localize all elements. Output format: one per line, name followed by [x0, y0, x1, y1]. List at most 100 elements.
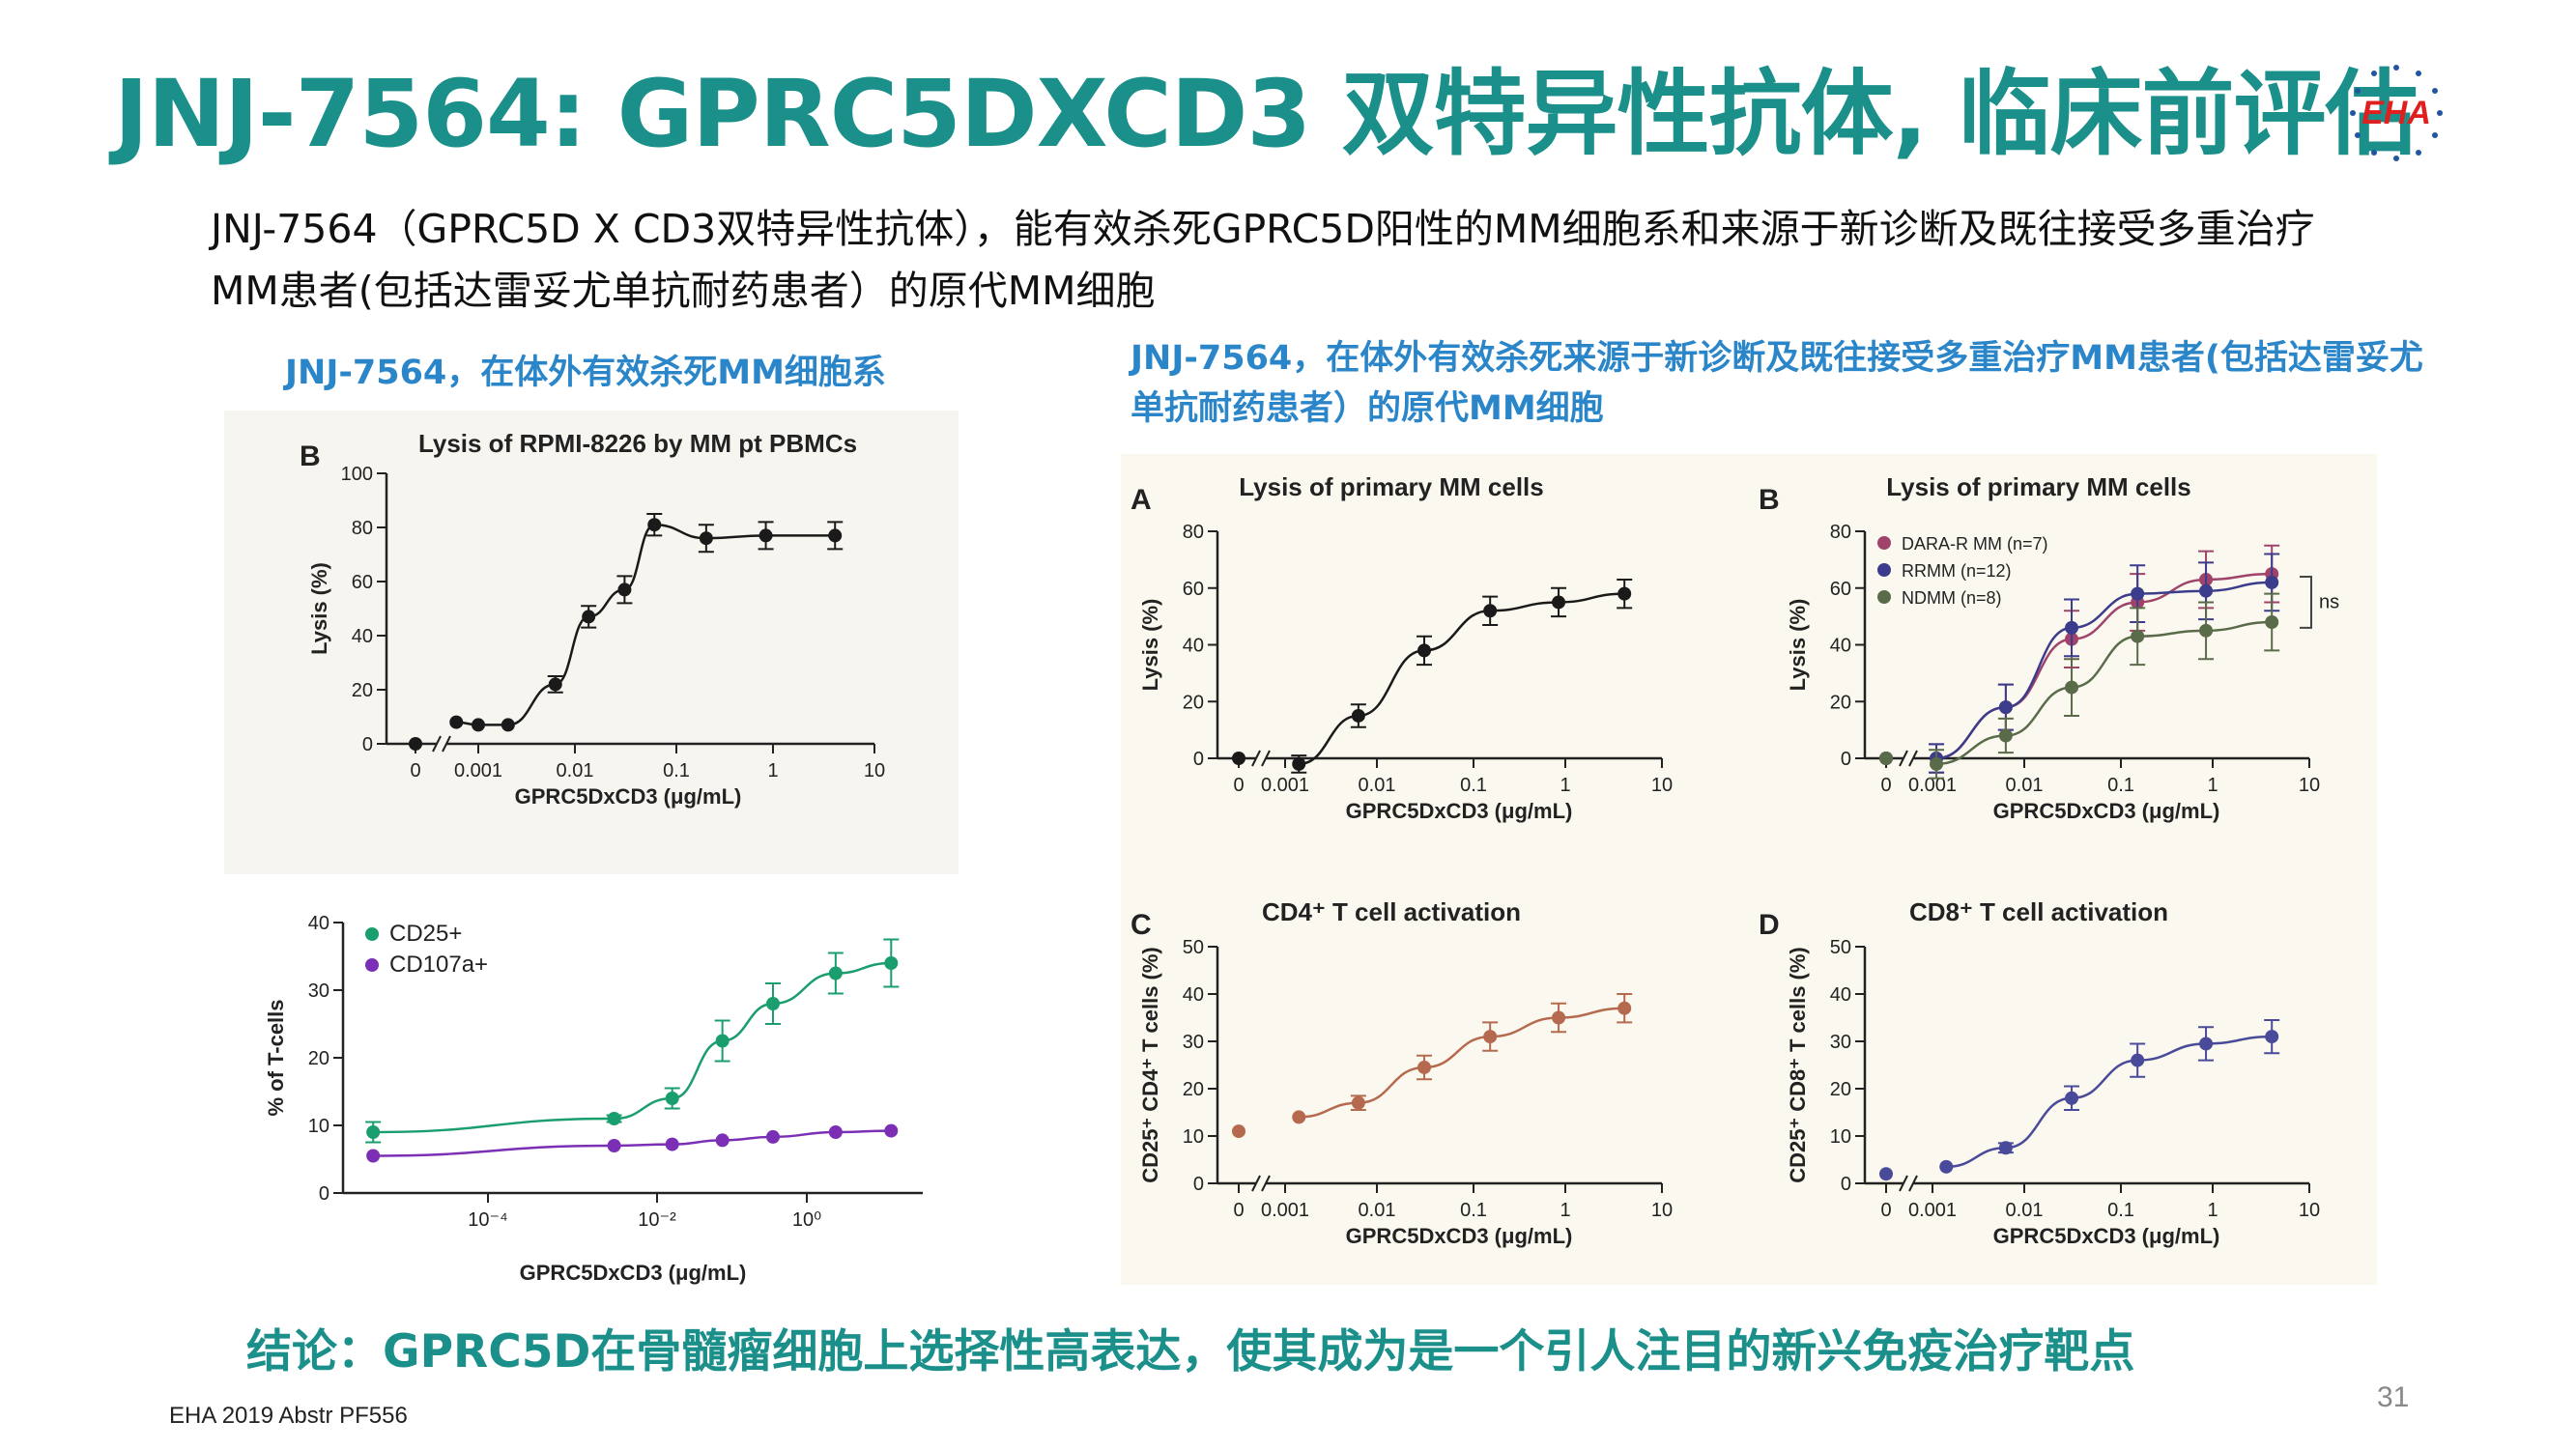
data-point — [1939, 1159, 1954, 1174]
data-point — [409, 737, 422, 751]
y-tick-label: 20 — [1830, 1079, 1851, 1100]
series-cd107a+ — [366, 1123, 899, 1163]
conclusion-text: 结论：GPRC5D在骨髓瘤细胞上选择性高表达，使其成为是一个引人注目的新兴免疫治… — [246, 1325, 2135, 1378]
data-point — [1417, 643, 1432, 658]
data-point — [472, 718, 485, 732]
intro-paragraph: JNJ-7564（GPRC5D X CD3双特异性抗体），能有效杀死GPRC5D… — [211, 206, 2315, 314]
y-tick-label: 10 — [1830, 1126, 1851, 1148]
series-cd25+ — [365, 938, 900, 1144]
data-point — [647, 518, 662, 532]
data-point — [1998, 700, 2013, 715]
data-point — [765, 1129, 780, 1144]
chart-group: A Lysis of primary MM cells 0 20 40 60 80 0 0.00… — [1131, 472, 1673, 823]
data-point — [1552, 595, 1566, 610]
series-line — [1936, 620, 2273, 766]
series-line — [1935, 581, 2273, 760]
data-point — [1483, 604, 1498, 618]
chart-title: Lysis of primary MM cells — [1239, 472, 1543, 501]
data-point — [2065, 620, 2079, 635]
eha-logo-text: EHA — [2361, 95, 2431, 131]
data-point — [1292, 1110, 1306, 1124]
axis-break-mark — [1899, 1175, 1908, 1192]
y-tick-label: 60 — [1183, 579, 1204, 600]
data-point — [1483, 1030, 1498, 1044]
x-tick-label: 10 — [1651, 775, 1673, 796]
data-point — [1292, 756, 1306, 771]
y-tick-label: 30 — [308, 980, 329, 1002]
data-point — [1552, 1010, 1566, 1025]
series-ndmm — [1879, 592, 2280, 780]
x-tick-label: 0 — [1880, 775, 1891, 796]
x-tick-label: 0.1 — [2107, 1200, 2134, 1221]
y-tick-label: 80 — [1830, 522, 1851, 543]
chart-cd8-activation: D CD8⁺ T cell activation 0 10 20 30 40 50 0 0.001… — [1759, 897, 2320, 1248]
y-axis-label: Lysis (%) — [1786, 599, 1810, 692]
y-tick-label: 60 — [1830, 579, 1851, 600]
data-point — [2199, 583, 2214, 598]
y-tick-label: 40 — [1183, 984, 1204, 1006]
y-axis-label: Lysis (%) — [307, 562, 331, 655]
x-tick-label: 0.1 — [1460, 1200, 1487, 1221]
chart-lysis-primary-a: A Lysis of primary MM cells 0 20 40 60 80 0 0.00… — [1131, 472, 1673, 823]
chart-title: CD8⁺ T cell activation — [1909, 897, 2168, 926]
chart-lysis-rpmi8226: B Lysis of RPMI-8226 by MM pt PBMCs 0 20 40 6… — [300, 429, 885, 809]
data-point — [699, 531, 713, 546]
legend-label: CD107a+ — [389, 952, 488, 978]
y-tick-label: 20 — [308, 1048, 329, 1069]
chart-title: Lysis of RPMI-8226 by MM pt PBMCs — [418, 429, 857, 458]
y-tick-label: 10 — [308, 1116, 329, 1137]
series-line — [1946, 1035, 2273, 1169]
legend-marker — [1877, 590, 1891, 604]
x-tick-label: 1 — [767, 760, 778, 781]
chart-lysis-primary-b: B Lysis of primary MM cells 0 20 40 60 80 0 0.00… — [1759, 472, 2339, 823]
series-line — [1299, 592, 1625, 766]
y-tick-label: 40 — [352, 626, 373, 647]
data-point — [607, 1139, 621, 1152]
x-axis-label: GPRC5DxCD3 (μg/mL) — [1346, 1224, 1573, 1248]
x-tick-label: 0 — [410, 760, 420, 781]
data-point — [2265, 1030, 2279, 1044]
y-axis-label: % of T-cells — [264, 999, 288, 1116]
y-tick-label: 80 — [1183, 522, 1204, 543]
subtitle-primary-cells: JNJ-7564，在体外有效杀死来源于新诊断及既往接受多重治疗MM患者(包括达雷… — [1131, 339, 2423, 428]
data-point — [1879, 752, 1893, 765]
chart-group: B Lysis of primary MM cells 0 20 40 60 80 0 0.00… — [1759, 472, 2339, 823]
y-tick-label: 0 — [1841, 749, 1851, 770]
data-point — [2131, 1053, 2145, 1067]
legend-label: DARA-R MM (n=7) — [1902, 534, 2048, 554]
data-point — [715, 1133, 730, 1148]
y-tick-label: 40 — [308, 913, 329, 934]
data-point — [366, 1125, 381, 1139]
chart-group: B Lysis of RPMI-8226 by MM pt PBMCs 0 20 40 6… — [300, 429, 885, 809]
data-point — [1930, 756, 1944, 771]
x-tick-label: 0 — [1880, 1200, 1891, 1221]
x-tick-label: 0.01 — [2006, 1200, 2044, 1221]
y-tick-label: 20 — [1183, 692, 1204, 713]
data-point — [758, 528, 773, 543]
figure-background-left — [224, 411, 959, 874]
legend-label: CD25+ — [389, 921, 462, 947]
significance-bracket — [2300, 576, 2312, 629]
x-tick-label: 10 — [864, 760, 885, 781]
series-line — [456, 523, 836, 726]
footer-citation: EHA 2019 Abstr PF556 — [169, 1403, 408, 1429]
y-tick-label: 80 — [352, 518, 373, 539]
y-tick-label: 0 — [1841, 1174, 1851, 1195]
data-point — [1232, 752, 1245, 765]
y-tick-label: 30 — [1830, 1032, 1851, 1053]
y-tick-label: 40 — [1830, 636, 1851, 657]
x-tick-label: 1 — [2207, 775, 2218, 796]
chart-tcell-activation: 0 10 20 30 40 10⁻⁴ 10⁻² 10⁰ GPRC5DxCD3 (μg/mL) % … — [264, 913, 923, 1285]
chart-cd4-activation: C CD4⁺ T cell activation 0 10 20 30 40 50 0 0.001… — [1131, 897, 1673, 1248]
x-tick-label: 1 — [2207, 1200, 2218, 1221]
x-tick-label: 1 — [1560, 1200, 1570, 1221]
x-tick-label: 0.001 — [1908, 1200, 1957, 1221]
data-point — [2199, 623, 2214, 638]
eha-logo: EHA — [2350, 65, 2443, 161]
axis-break-mark — [1251, 1175, 1261, 1192]
x-tick-label: 10 — [1651, 1200, 1673, 1221]
series-0 — [1879, 1018, 2280, 1181]
x-axis-label: GPRC5DxCD3 (μg/mL) — [1993, 799, 2220, 823]
data-point — [2131, 586, 2145, 601]
data-point — [1617, 586, 1632, 601]
